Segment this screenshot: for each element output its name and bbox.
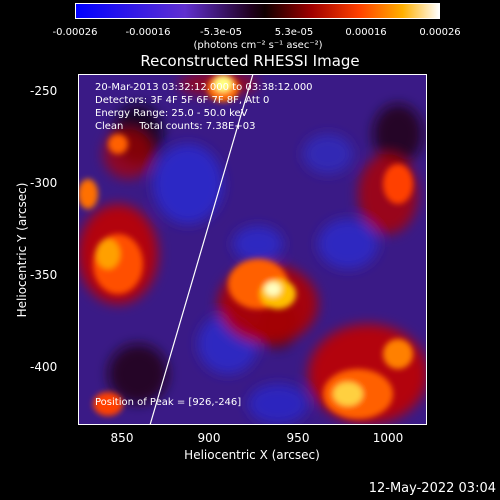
x-tick-label: 900	[197, 431, 221, 445]
rhessi-image	[78, 74, 427, 425]
colorbar-tick: -0.00016	[125, 27, 171, 38]
clean-total-counts: Clean Total counts: 7.38E+03	[95, 121, 256, 132]
y-tick-label: -250	[30, 84, 58, 98]
observation-time: 20-Mar-2013 03:32:12.000 to 03:38:12.000	[95, 82, 313, 93]
colorbar-unit: (photons cm⁻² s⁻¹ asec⁻²)	[193, 40, 323, 51]
y-tick-label: -400	[30, 360, 58, 374]
rhessi-image-canvas	[78, 74, 427, 425]
y-tick-label: -300	[30, 176, 58, 190]
solar-limb-line	[149, 74, 254, 425]
generation-timestamp: 12-May-2022 03:04	[368, 481, 496, 496]
colorbar-tick: 0.00016	[345, 27, 387, 38]
y-tick-label: -350	[30, 268, 58, 282]
colorbar-tick: 5.3e-05	[274, 27, 314, 38]
x-tick-label: 950	[286, 431, 310, 445]
x-axis-label: Heliocentric X (arcsec)	[184, 448, 320, 462]
detectors-info: Detectors: 3F 4F 5F 6F 7F 8F, Att 0	[95, 95, 270, 106]
x-tick-label: 850	[110, 431, 134, 445]
y-axis-label: Heliocentric Y (arcsec)	[15, 182, 29, 318]
colorbar-tick: -5.3e-05	[200, 27, 242, 38]
colorbar-tick: 0.00026	[419, 27, 461, 38]
image-title: Reconstructed RHESSI Image	[140, 52, 360, 70]
colorbar-tick: -0.00026	[52, 27, 98, 38]
x-tick-label: 1000	[372, 431, 404, 445]
colorbar	[75, 3, 440, 19]
energy-range: Energy Range: 25.0 - 50.0 keV	[95, 108, 248, 119]
peak-position: Position of Peak = [926,-246]	[95, 397, 242, 408]
